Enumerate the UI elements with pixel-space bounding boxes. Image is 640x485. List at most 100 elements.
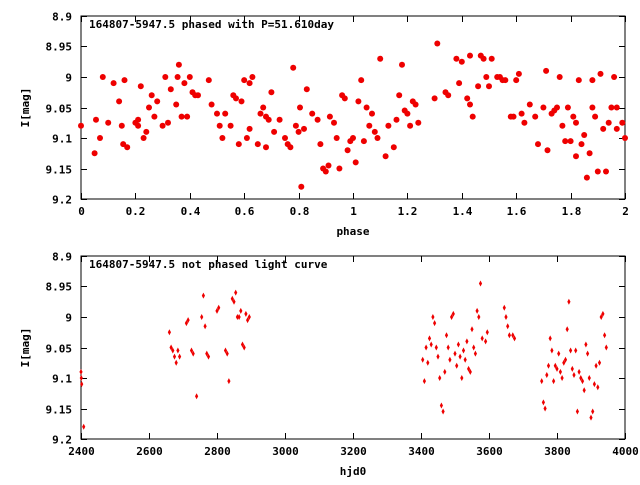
data-point (557, 350, 561, 357)
data-point (336, 165, 343, 172)
data-point (584, 341, 588, 348)
data-point (611, 74, 618, 80)
data-point (456, 341, 460, 348)
x-tick-label: 0.6 (235, 205, 255, 218)
data-point (303, 86, 310, 93)
data-point (219, 135, 226, 141)
x-tick-label: 2600 (136, 445, 163, 458)
data-point (173, 101, 180, 108)
data-point (582, 387, 586, 394)
data-point (512, 335, 517, 342)
data-point (464, 95, 471, 102)
x-tick-label: 0.2 (126, 205, 146, 218)
y-tick-label: 9.2 (52, 434, 72, 447)
data-point (222, 110, 229, 117)
data-point (298, 183, 305, 190)
data-point (472, 344, 476, 351)
data-point (276, 116, 283, 123)
data-point (297, 104, 303, 111)
data-point (444, 332, 449, 339)
data-point (317, 141, 324, 148)
data-point (82, 423, 86, 430)
data-point (205, 350, 209, 357)
data-point (448, 356, 452, 363)
x-tick-label: 3600 (476, 445, 503, 458)
data-point (140, 135, 147, 141)
data-point (268, 89, 275, 96)
data-point (475, 83, 482, 90)
data-point (603, 168, 609, 175)
data-point (203, 323, 207, 330)
data-point (282, 135, 288, 141)
data-point (215, 307, 219, 314)
data-point (458, 353, 462, 360)
data-point (99, 74, 106, 80)
data-point (233, 95, 239, 102)
data-point (502, 77, 509, 84)
data-point (181, 80, 188, 87)
data-point (421, 356, 425, 363)
data-point (470, 326, 474, 333)
data-point (431, 314, 435, 320)
data-point (371, 128, 378, 135)
data-point (439, 402, 443, 409)
data-point (511, 332, 515, 339)
data-point (569, 347, 573, 354)
data-point (184, 320, 188, 327)
data-point (589, 77, 596, 84)
data-point (577, 368, 581, 375)
data-point (475, 307, 479, 314)
data-point (242, 344, 246, 351)
data-point (458, 58, 465, 65)
data-point (80, 381, 84, 388)
data-point (575, 408, 579, 415)
data-point (572, 372, 576, 378)
data-point (485, 329, 489, 336)
data-point (586, 350, 590, 357)
x-tick-label: 3400 (408, 445, 435, 458)
data-point (292, 122, 299, 129)
data-point (556, 74, 563, 80)
data-point (521, 119, 528, 126)
data-point (570, 113, 577, 120)
y-tick-label: 9.1 (52, 133, 72, 146)
data-point (176, 347, 180, 354)
data-point (350, 135, 356, 141)
y-tick-label: 9.15 (46, 404, 73, 417)
data-point (473, 350, 477, 357)
data-point (254, 141, 261, 148)
unphased-light-curve-panel: 2400 2600 2800 3000 3200 3400 3600 3800 4000 8.9 8… (19, 251, 639, 479)
data-point (465, 338, 469, 345)
data-point (597, 70, 604, 77)
data-point (217, 304, 221, 311)
data-point (455, 362, 459, 369)
data-point (594, 168, 601, 175)
data-point (393, 116, 400, 123)
data-point (575, 77, 582, 84)
x-tick-label: 1.8 (562, 205, 582, 218)
data-point (135, 122, 142, 129)
x-tick-label: 1.6 (507, 205, 527, 218)
data-point (241, 77, 248, 84)
x-tick-label: 4000 (612, 445, 639, 458)
data-point (360, 138, 367, 145)
data-point (460, 375, 464, 381)
data-point (555, 365, 559, 372)
data-point (483, 74, 490, 80)
data-point (265, 116, 272, 123)
data-point (377, 55, 384, 62)
data-point (374, 135, 381, 141)
data-point (154, 98, 161, 105)
data-point (223, 347, 228, 354)
data-point (532, 113, 539, 120)
data-point (502, 304, 506, 311)
data-point (247, 314, 251, 320)
data-point (526, 101, 533, 108)
data-point (91, 150, 98, 157)
data-point (326, 113, 333, 120)
data-point (178, 113, 185, 120)
x-tick-label: 0.4 (181, 205, 201, 218)
data-point (589, 104, 596, 111)
data-point (451, 310, 455, 317)
data-point (162, 74, 169, 80)
